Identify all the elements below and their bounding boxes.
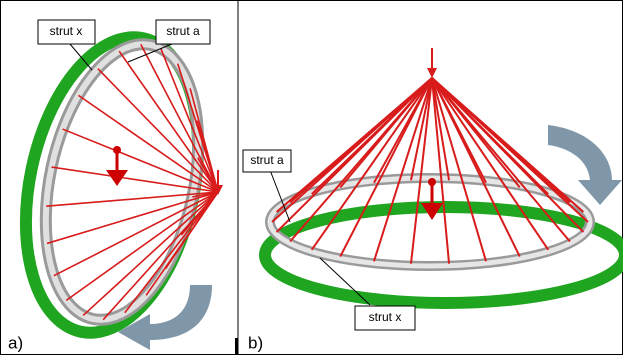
callout: strut a bbox=[250, 153, 284, 167]
figure: strut x strut a a) strut a strut x b) bbox=[0, 0, 623, 355]
callout: strut x bbox=[369, 310, 402, 324]
panel-label: a) bbox=[8, 333, 23, 352]
callout: strut x bbox=[50, 24, 83, 38]
panel-label: b) bbox=[248, 333, 263, 352]
callout: strut a bbox=[166, 24, 200, 38]
mark bbox=[235, 338, 238, 355]
